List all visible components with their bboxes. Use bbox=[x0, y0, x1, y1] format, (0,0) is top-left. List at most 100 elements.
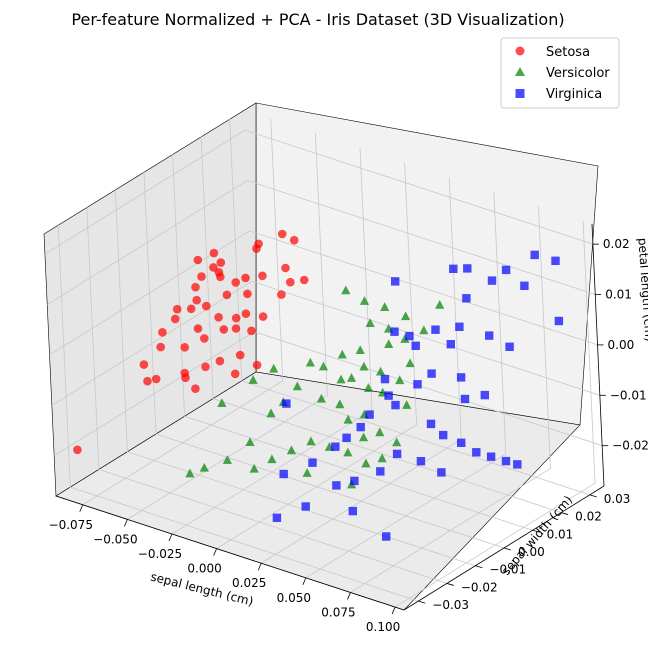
x-tick-mark bbox=[257, 563, 262, 571]
virginica-point bbox=[462, 294, 471, 303]
virginica-point bbox=[472, 448, 481, 457]
setosa-point bbox=[299, 275, 309, 285]
virginica-point bbox=[342, 433, 351, 442]
versicolor-point bbox=[266, 408, 276, 418]
setosa-point bbox=[289, 235, 299, 245]
virginica-point bbox=[411, 341, 420, 350]
setosa-point bbox=[143, 376, 152, 386]
y-tick-mark bbox=[589, 494, 597, 498]
virginica-point bbox=[455, 322, 464, 331]
x-tick-mark bbox=[79, 504, 84, 512]
y-tick-label: 0.00 bbox=[518, 545, 545, 559]
setosa-point bbox=[180, 343, 189, 352]
z-axis-label: petal length (cm) bbox=[635, 237, 648, 342]
setosa-point bbox=[191, 282, 200, 292]
y-grid-line bbox=[86, 207, 447, 584]
setosa-point bbox=[170, 314, 180, 324]
versicolor-point bbox=[401, 311, 411, 321]
setosa-point bbox=[277, 290, 286, 299]
virginica-point bbox=[431, 325, 440, 334]
setosa-point bbox=[258, 312, 268, 321]
versicolor-point bbox=[302, 468, 312, 477]
virginica-point bbox=[350, 476, 359, 486]
virginica-point bbox=[356, 422, 365, 432]
x-grid-line bbox=[171, 147, 373, 535]
versicolor-point bbox=[267, 454, 277, 464]
setosa-point bbox=[172, 304, 182, 314]
versicolor-point bbox=[343, 447, 353, 457]
versicolor-point bbox=[346, 373, 357, 382]
x-grid-line bbox=[305, 191, 507, 579]
virginica-point bbox=[272, 513, 282, 522]
virginica-point bbox=[449, 264, 458, 273]
scatter-points bbox=[73, 229, 564, 541]
setosa-point bbox=[202, 301, 211, 311]
setosa-point bbox=[231, 324, 241, 333]
y-tick-label: 0.03 bbox=[604, 492, 631, 506]
axes-panes bbox=[43, 102, 599, 611]
z-grid-line bbox=[47, 180, 596, 305]
versicolor-point bbox=[336, 374, 346, 384]
x-grid-line bbox=[82, 118, 284, 506]
virginica-point bbox=[437, 468, 446, 477]
versicolor-point bbox=[248, 375, 258, 384]
y-tick-label: 0.02 bbox=[575, 510, 602, 524]
virginica-point bbox=[348, 506, 357, 516]
versicolor-point bbox=[384, 339, 394, 348]
setosa-point bbox=[200, 334, 209, 343]
setosa-point bbox=[209, 263, 218, 272]
y-tick-label: −0.02 bbox=[461, 580, 498, 594]
versicolor-point bbox=[185, 468, 195, 478]
setosa-point bbox=[243, 289, 252, 299]
back-pane-xz bbox=[255, 102, 599, 426]
z-tick-label: 0.01 bbox=[605, 288, 632, 302]
x-grid-line bbox=[394, 221, 596, 608]
x-tick-label: 0.075 bbox=[321, 605, 355, 619]
virginica-point bbox=[413, 380, 422, 389]
z-tick-label: −0.02 bbox=[612, 439, 648, 453]
setosa-point bbox=[281, 263, 290, 273]
virginica-point bbox=[279, 469, 288, 479]
virginica-point bbox=[485, 331, 494, 340]
versicolor-point bbox=[361, 458, 371, 468]
versicolor-point bbox=[269, 363, 279, 373]
versicolor-point bbox=[359, 296, 370, 305]
versicolor-point bbox=[435, 299, 445, 309]
setosa-point bbox=[222, 290, 232, 300]
virginica-point bbox=[282, 399, 291, 408]
versicolor-point bbox=[316, 393, 326, 403]
versicolor-point bbox=[305, 357, 315, 367]
y-tick-mark bbox=[503, 547, 512, 551]
setosa-point bbox=[258, 271, 267, 281]
y-tick-mark bbox=[561, 512, 569, 515]
setosa-point bbox=[230, 369, 240, 379]
virginica-point bbox=[308, 458, 317, 467]
setosa-point bbox=[277, 229, 287, 239]
y-tick-mark bbox=[446, 583, 454, 586]
setosa-point bbox=[214, 313, 223, 322]
y-tick-label: −0.03 bbox=[432, 598, 469, 612]
x-axis-line bbox=[55, 495, 405, 611]
virginica-point bbox=[376, 467, 385, 476]
tick-labels: −0.075−0.050−0.025 0.000 0.025 0.050 0.075 0.… bbox=[49, 223, 648, 634]
grid-lines bbox=[44, 118, 603, 608]
y-tick-mark bbox=[418, 600, 426, 604]
virginica-point bbox=[487, 276, 497, 285]
versicolor-point bbox=[375, 427, 385, 437]
setosa-point bbox=[214, 268, 224, 277]
z-axis-line bbox=[591, 223, 605, 487]
versicolor-point bbox=[359, 361, 369, 371]
y-grid-line bbox=[229, 118, 590, 496]
versicolor-point bbox=[343, 414, 353, 424]
z-tick-label: −0.01 bbox=[610, 388, 647, 402]
x-tick-label: 0.025 bbox=[232, 576, 266, 590]
x-tick-label: −0.025 bbox=[138, 547, 182, 561]
legend-marker-versicolor bbox=[515, 67, 525, 76]
versicolor-point bbox=[341, 285, 351, 295]
setosa-point bbox=[193, 255, 203, 265]
versicolor-point bbox=[355, 345, 365, 355]
legend-marker-virginica bbox=[515, 89, 525, 98]
y-tick-label: 0.01 bbox=[547, 527, 574, 541]
virginica-point bbox=[554, 316, 564, 326]
z-grid-line bbox=[49, 230, 598, 356]
